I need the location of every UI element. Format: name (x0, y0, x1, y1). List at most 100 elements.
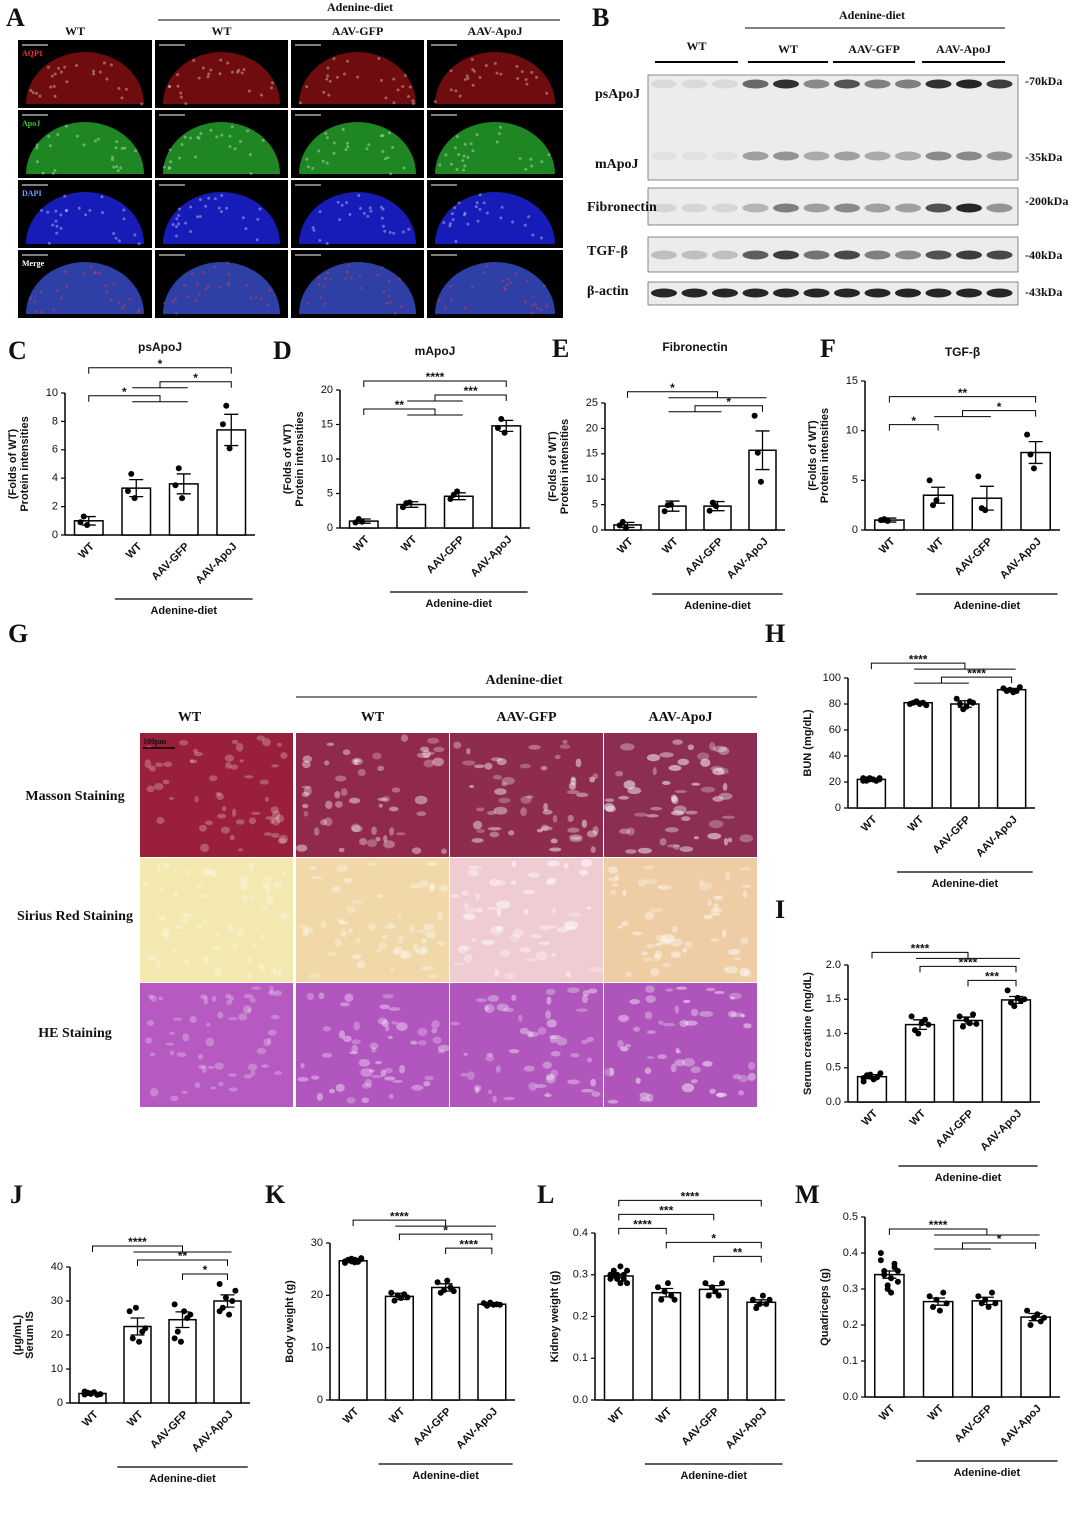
texture (461, 159, 465, 163)
tubule (146, 954, 157, 961)
tubule (493, 806, 508, 815)
tubule (237, 848, 244, 852)
texture (197, 292, 201, 296)
texture (196, 135, 200, 139)
tubule (247, 1008, 252, 1012)
significance-bracket (967, 979, 1017, 987)
tubule (423, 1081, 431, 1087)
tubule (658, 1020, 664, 1025)
tubule (205, 1037, 215, 1047)
tubule (377, 797, 388, 802)
data-point (719, 1280, 726, 1287)
tubule (546, 996, 552, 1005)
tubule (518, 1014, 523, 1022)
significance-label: **** (909, 652, 928, 666)
tubule (549, 1035, 558, 1044)
texture (271, 81, 275, 85)
tubule (664, 827, 679, 833)
data-point (77, 519, 84, 526)
tubule (676, 1049, 682, 1054)
texture (332, 141, 336, 145)
blot-band (712, 79, 738, 89)
tubule (351, 823, 361, 833)
tubule (387, 1035, 393, 1039)
tubule (659, 752, 674, 758)
tubule (372, 752, 382, 760)
y-tick-label: 100 (823, 672, 841, 684)
data-point (891, 1260, 898, 1267)
y-tick-label: 40 (829, 750, 841, 762)
tubule (472, 820, 483, 830)
tubule (209, 870, 217, 876)
tubule (722, 782, 728, 791)
blot-band (681, 203, 708, 213)
texture (323, 302, 327, 306)
texture (389, 300, 393, 304)
tubule (371, 826, 377, 836)
y-tick-label: 8 (52, 415, 58, 427)
significance-label: * (711, 1232, 716, 1246)
tubule (348, 1051, 358, 1055)
texture (97, 272, 101, 276)
tubule (629, 998, 641, 1005)
tubule (672, 739, 683, 745)
texture (162, 165, 166, 169)
y-tick-label: 20 (829, 776, 841, 788)
tubule (426, 861, 439, 866)
tubule (724, 871, 731, 880)
tubule (654, 943, 663, 947)
tubule (710, 908, 723, 913)
data-point (129, 1335, 136, 1342)
kidney-section (435, 52, 555, 104)
data-point (226, 445, 233, 452)
tubule (476, 807, 485, 812)
data-point (923, 702, 930, 709)
texture (540, 160, 544, 164)
tubule (155, 960, 162, 969)
tubule (550, 1050, 561, 1057)
tubule (667, 844, 680, 848)
tubule (718, 746, 730, 756)
tubule (494, 969, 500, 978)
texture (449, 162, 453, 166)
column-label: WT (65, 24, 85, 38)
tubule (381, 1019, 389, 1028)
tubule (466, 748, 471, 755)
tubule (487, 906, 500, 911)
tubule (476, 907, 483, 913)
tubule (302, 755, 312, 763)
blot-band (925, 250, 952, 260)
blot-band (986, 151, 1013, 161)
tubule (350, 899, 364, 904)
texture (438, 163, 442, 167)
tubule (228, 995, 235, 1002)
texture (369, 209, 373, 213)
data-point (1021, 996, 1028, 1003)
tubule (634, 812, 648, 817)
blot-band (773, 203, 799, 213)
data-point (132, 1304, 139, 1311)
significance-bracket (934, 410, 1037, 418)
texture (109, 63, 113, 67)
y-tick-label: 10 (51, 1363, 63, 1375)
group-label: Adenine-diet (150, 605, 217, 617)
tubule (399, 950, 407, 960)
tubule (528, 1031, 539, 1037)
group-label: Adenine-diet (425, 598, 492, 610)
texture (448, 222, 452, 226)
tubule (211, 995, 217, 1002)
tubule (246, 972, 252, 979)
texture (119, 166, 123, 170)
data-point (876, 775, 883, 782)
texture (530, 164, 534, 168)
tubule (671, 925, 678, 933)
texture (236, 70, 240, 74)
tubule (496, 907, 502, 917)
tubule (463, 912, 475, 919)
tubule (182, 1033, 190, 1042)
tubule (244, 775, 254, 779)
texture (171, 300, 175, 304)
tubule (467, 869, 479, 877)
texture (128, 297, 132, 301)
tubule (586, 1057, 593, 1063)
